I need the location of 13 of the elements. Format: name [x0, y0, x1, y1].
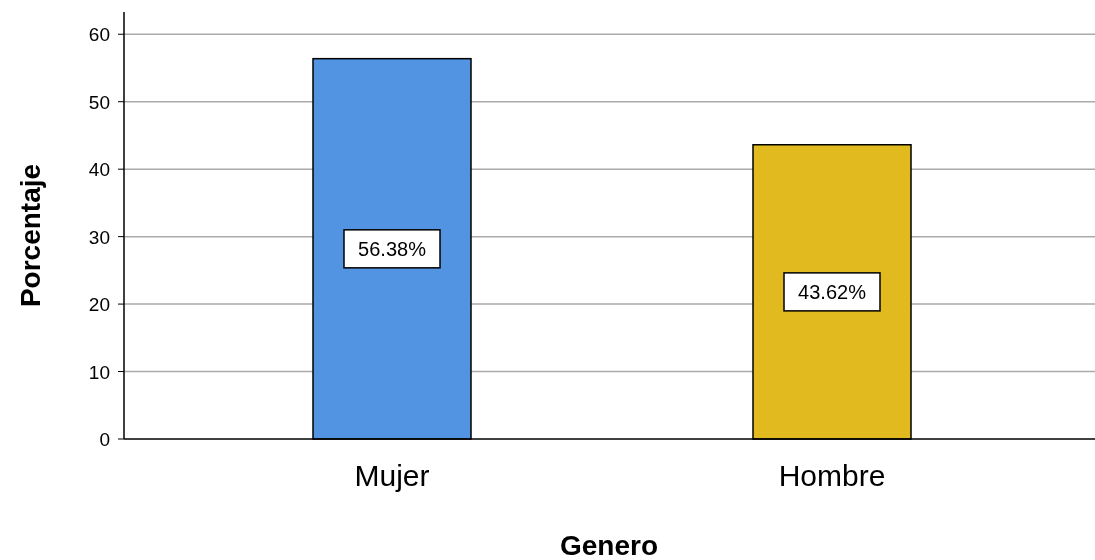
y-tick-label: 0	[99, 429, 110, 450]
y-tick-label: 50	[88, 91, 110, 113]
data-label: 56.38%	[358, 237, 427, 260]
y-axis-title: Porcentaje	[15, 163, 46, 308]
y-tick-label: 30	[88, 226, 110, 248]
data-label: 43.62%	[798, 280, 867, 303]
x-tick-label: Mujer	[354, 459, 430, 492]
y-tick-label: 40	[88, 159, 110, 181]
x-tick-label: Hombre	[778, 459, 886, 492]
y-tick-label: 10	[88, 361, 110, 383]
y-tick-label: 20	[88, 294, 110, 316]
y-tick-label: 60	[88, 24, 110, 46]
x-axis-title: Genero	[559, 530, 659, 560]
